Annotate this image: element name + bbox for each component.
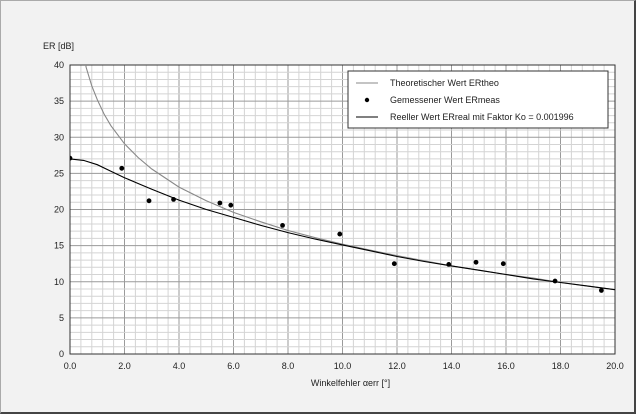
x-tick-label: 10.0: [334, 361, 352, 371]
x-axis-title: Winkelfehler αerr [°]: [311, 378, 390, 388]
y-tick-label: 15: [54, 241, 64, 251]
y-axis-title: ER [dB]: [43, 41, 74, 51]
y-tick-label: 5: [59, 313, 64, 323]
x-tick-label: 12.0: [388, 361, 406, 371]
x-tick-label: 18.0: [552, 361, 570, 371]
y-tick-label: 30: [54, 132, 64, 142]
x-tick-label: 2.0: [118, 361, 131, 371]
measured-point: [501, 261, 506, 266]
x-tick-label: 8.0: [282, 361, 295, 371]
legend-symbol-measured: [365, 98, 369, 102]
y-tick-labels: 0 5 10 15 20 25 30 35 40: [54, 60, 64, 359]
measured-point: [119, 166, 124, 171]
legend-entry-theoretical: Theoretischer Wert ERtheo: [390, 78, 499, 88]
measured-point: [392, 261, 397, 266]
x-tick-label: 6.0: [227, 361, 240, 371]
x-tick-label: 16.0: [497, 361, 515, 371]
measured-point: [68, 156, 73, 161]
measured-point: [599, 288, 604, 293]
y-tick-label: 40: [54, 60, 64, 70]
measured-point: [280, 223, 285, 228]
x-tick-label: 14.0: [443, 361, 461, 371]
x-tick-label: 0.0: [64, 361, 77, 371]
x-tick-labels: 0.0 2.0 4.0 6.0 8.0 10.0 12.0 14.0 16.0 18.0 20.0: [64, 361, 624, 371]
x-tick-label: 20.0: [606, 361, 624, 371]
measured-point: [337, 232, 342, 237]
measured-point: [228, 203, 233, 208]
legend-entry-measured: Gemessener Wert ERmeas: [390, 95, 500, 105]
y-tick-label: 10: [54, 277, 64, 287]
y-tick-label: 20: [54, 205, 64, 215]
y-tick-label: 25: [54, 168, 64, 178]
y-tick-label: 0: [59, 349, 64, 359]
measured-point: [474, 260, 479, 265]
y-tick-label: 35: [54, 96, 64, 106]
measured-point: [147, 198, 152, 203]
x-tick-label: 4.0: [173, 361, 186, 371]
legend: Theoretischer Wert ERtheo Gemessener Wer…: [348, 71, 608, 128]
legend-entry-real: Reeller Wert ERreal mit Faktor Ko = 0.00…: [390, 112, 574, 122]
measured-point: [217, 201, 222, 206]
